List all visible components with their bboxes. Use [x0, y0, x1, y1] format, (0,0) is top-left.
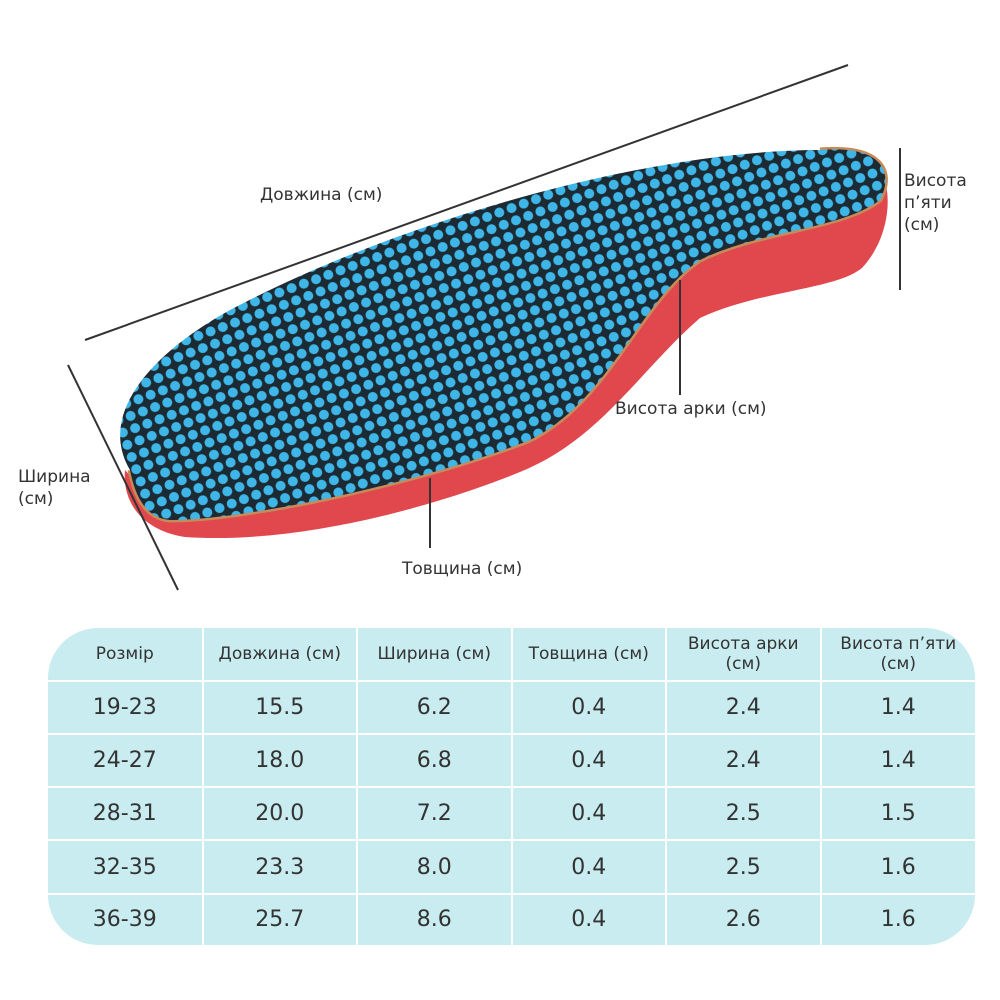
table-cell: 1.4 [819, 733, 975, 789]
table-row: 19-23 15.5 6.2 0.4 2.4 1.4 [48, 681, 975, 736]
header-cell: Висота п’яти (см) [819, 628, 975, 682]
length-line [84, 64, 849, 341]
header-cell: Ширина (см) [356, 628, 513, 682]
header-row: Розмір Довжина (см) Ширина (см) Товщина (см… [48, 628, 975, 682]
table-cell: 8.0 [356, 839, 513, 895]
table-cell: 0.4 [510, 892, 667, 945]
table-cell: 1.6 [819, 892, 975, 945]
insole-surface [120, 149, 886, 520]
table-row: 24-27 18.0 6.8 0.4 2.4 1.4 [48, 733, 975, 789]
table-cell: 2.5 [665, 786, 822, 842]
header-cell: Висота арки (см) [665, 628, 822, 682]
size-table: Розмір Довжина (см) Ширина (см) Товщина (см… [48, 628, 975, 945]
table-cell: 8.6 [356, 892, 513, 945]
table-row: 36-39 25.7 8.6 0.4 2.6 1.6 [48, 892, 975, 945]
table-cell: 20.0 [201, 786, 358, 842]
table-row: 32-35 23.3 8.0 0.4 2.5 1.6 [48, 839, 975, 895]
size-table-container: Розмір Довжина (см) Ширина (см) Товщина (см… [48, 628, 975, 945]
table-cell: 0.4 [510, 839, 667, 895]
width-line [67, 364, 179, 591]
table-cell: 1.6 [819, 839, 975, 895]
table-cell: 0.4 [510, 786, 667, 842]
table-cell: 25.7 [201, 892, 358, 945]
table-cell: 2.4 [665, 681, 822, 736]
table-cell: 23.3 [201, 839, 358, 895]
table-row: 28-31 20.0 7.2 0.4 2.5 1.5 [48, 786, 975, 842]
table-cell: 36-39 [48, 892, 204, 945]
thickness-label: Товщина (см) [402, 559, 523, 579]
heel-height-label: Висота п’яти (см) [904, 171, 967, 235]
header-cell: Довжина (см) [201, 628, 358, 682]
table-cell: 1.4 [819, 681, 975, 736]
insole-side [124, 178, 888, 539]
table-cell: 0.4 [510, 733, 667, 789]
header-cell: Розмір [48, 628, 204, 682]
table-cell: 1.5 [819, 786, 975, 842]
table-cell: 28-31 [48, 786, 204, 842]
table-cell: 18.0 [201, 733, 358, 789]
table-cell: 19-23 [48, 681, 204, 736]
table-cell: 15.5 [201, 681, 358, 736]
table-cell: 24-27 [48, 733, 204, 789]
length-label: Довжина (см) [260, 185, 383, 205]
table-cell: 0.4 [510, 681, 667, 736]
table-cell: 2.5 [665, 839, 822, 895]
width-label: Ширина (см) [18, 467, 91, 509]
table-cell: 7.2 [356, 786, 513, 842]
table-cell: 2.6 [665, 892, 822, 945]
arch-height-label: Висота арки (см) [615, 399, 767, 419]
table-cell: 6.8 [356, 733, 513, 789]
table-cell: 6.2 [356, 681, 513, 736]
table-cell: 32-35 [48, 839, 204, 895]
header-cell: Товщина (см) [510, 628, 667, 682]
table-cell: 2.4 [665, 733, 822, 789]
